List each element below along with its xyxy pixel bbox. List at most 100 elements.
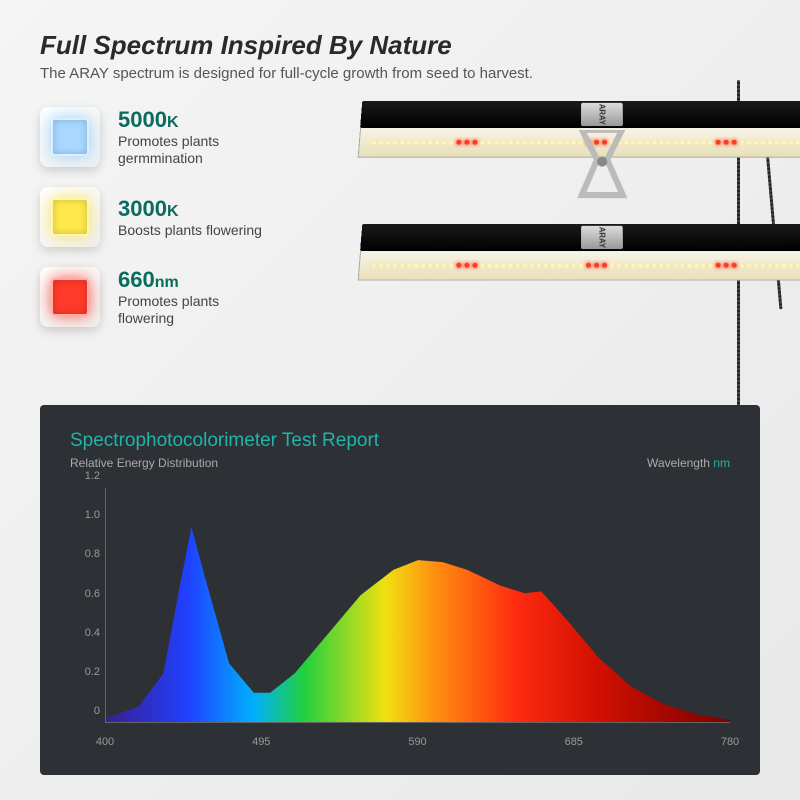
y-tick: 1.2 <box>70 470 100 482</box>
led-dot <box>372 140 376 144</box>
led-dot <box>464 263 469 268</box>
led-dot <box>680 140 684 144</box>
led-dot <box>768 263 772 267</box>
led-dot <box>414 263 418 267</box>
led-dot <box>610 263 614 267</box>
led-dot <box>407 263 411 267</box>
led-dot <box>537 140 541 144</box>
led-dot <box>747 263 751 267</box>
light-bar: ARAY <box>358 224 800 281</box>
led-dot <box>472 263 477 268</box>
led-dot <box>659 263 663 267</box>
led-chip-icon <box>40 267 100 327</box>
page-title: Full Spectrum Inspired By Nature <box>40 30 760 61</box>
led-dot <box>428 263 432 267</box>
led-dot <box>372 263 376 267</box>
led-dot <box>708 263 712 267</box>
led-dot <box>386 263 390 267</box>
led-dot <box>435 140 439 144</box>
led-dot <box>645 140 649 144</box>
led-dot <box>673 140 677 144</box>
led-dot <box>579 263 583 267</box>
feature-value: 5000K <box>118 107 268 133</box>
led-dot <box>666 140 670 144</box>
led-dot <box>558 140 562 144</box>
chart-y-label: Relative Energy Distribution <box>70 456 218 470</box>
chart-area: 00.20.40.60.81.01.2 400495590685780 <box>105 488 730 748</box>
led-dot <box>442 263 446 267</box>
chart-title: Spectrophotocolorimeter Test Report <box>70 430 730 452</box>
led-dot <box>652 140 656 144</box>
led-dot <box>435 263 439 267</box>
led-dot <box>456 263 461 268</box>
led-dot <box>732 140 737 145</box>
led-dot <box>617 263 621 267</box>
led-dot <box>386 140 390 144</box>
led-chip-icon <box>40 107 100 167</box>
led-dot <box>775 140 779 144</box>
led-dot <box>789 140 793 144</box>
led-dot <box>789 263 793 267</box>
led-dot <box>796 263 800 267</box>
x-tick: 495 <box>252 736 270 748</box>
led-dot <box>551 140 555 144</box>
led-dot <box>544 263 548 267</box>
led-dot <box>572 263 576 267</box>
y-tick: 0.6 <box>70 588 100 600</box>
led-dot <box>558 263 562 267</box>
spectrum-curve <box>106 488 730 722</box>
led-dot <box>400 263 404 267</box>
led-dot <box>740 263 744 267</box>
led-dot <box>480 263 484 267</box>
chart-panel: Spectrophotocolorimeter Test Report Rela… <box>40 405 760 775</box>
led-dot <box>494 140 498 144</box>
page-subtitle: The ARAY spectrum is designed for full-c… <box>40 65 760 82</box>
led-dot <box>673 263 677 267</box>
brand-label: ARAY <box>581 103 623 126</box>
led-dot <box>680 263 684 267</box>
led-dot <box>687 263 691 267</box>
led-dot <box>638 140 642 144</box>
led-chip-icon <box>40 187 100 247</box>
led-dot <box>740 140 744 144</box>
led-dot <box>754 140 758 144</box>
led-dot <box>694 263 698 267</box>
x-tick: 780 <box>721 736 739 748</box>
led-dot <box>708 140 712 144</box>
led-dot <box>666 263 670 267</box>
led-dot <box>502 263 506 267</box>
led-dot <box>516 140 520 144</box>
feature-value: 660nm <box>118 267 268 293</box>
led-dot <box>464 140 469 145</box>
led-dot <box>761 140 765 144</box>
led-dot <box>530 263 534 267</box>
led-dot <box>516 263 520 267</box>
led-dot <box>393 263 397 267</box>
led-dot <box>544 140 548 144</box>
led-dot <box>796 140 800 144</box>
feature-desc: Promotes plants germmination <box>118 133 268 167</box>
led-dot <box>586 263 591 268</box>
led-dot <box>715 140 720 145</box>
feature-desc: Promotes plants flowering <box>118 293 268 327</box>
led-dot <box>768 140 772 144</box>
led-dot <box>421 140 425 144</box>
led-dot <box>400 140 404 144</box>
led-dot <box>480 140 484 144</box>
led-dot <box>652 263 656 267</box>
led-dot <box>754 263 758 267</box>
led-dot <box>487 140 491 144</box>
led-dot <box>761 263 765 267</box>
y-tick: 0.8 <box>70 548 100 560</box>
led-dot <box>421 263 425 267</box>
led-dot <box>379 263 383 267</box>
x-tick: 400 <box>96 736 114 748</box>
y-tick: 0.2 <box>70 666 100 678</box>
led-dot <box>782 140 786 144</box>
led-dot <box>449 263 453 267</box>
led-dot <box>624 263 628 267</box>
led-dot <box>551 263 555 267</box>
led-dot <box>732 263 737 268</box>
led-dot <box>645 263 649 267</box>
led-dot <box>472 140 477 145</box>
